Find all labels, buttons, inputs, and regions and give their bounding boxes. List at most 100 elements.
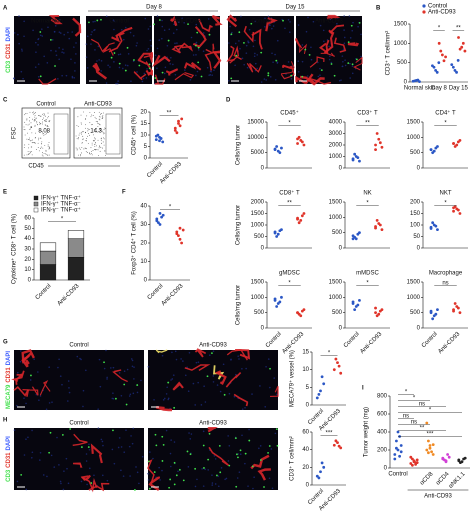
- nucleus: [73, 76, 75, 79]
- legend-swatch: [33, 201, 39, 207]
- nucleus: [219, 390, 222, 393]
- vessel: [207, 426, 218, 433]
- nucleus: [156, 67, 158, 70]
- cell: [239, 449, 242, 452]
- nucleus: [125, 429, 127, 431]
- stain-name: CD31: [6, 452, 12, 468]
- x-tick-label: Control: [147, 283, 165, 301]
- data-point: [273, 297, 277, 301]
- event: [25, 113, 26, 115]
- chart-title: mMDSC: [356, 271, 379, 277]
- nucleus: [55, 54, 58, 57]
- event: [77, 154, 79, 156]
- vessel: [211, 14, 223, 26]
- nucleus: [289, 21, 291, 23]
- event: [46, 125, 48, 127]
- stain-label: MECA79CD31DAPI: [6, 351, 12, 409]
- cell: [147, 460, 150, 463]
- data-point: [393, 457, 397, 461]
- cell: [90, 482, 93, 484]
- micrograph-background: [86, 16, 152, 84]
- nucleus: [67, 31, 69, 34]
- data-point: [395, 439, 398, 443]
- nucleus: [29, 379, 32, 381]
- event: [99, 150, 101, 152]
- nucleus: [161, 37, 163, 40]
- cell: [110, 56, 113, 59]
- event: [99, 119, 101, 121]
- data-point: [398, 454, 401, 458]
- vessel: [333, 37, 347, 53]
- event: [98, 129, 100, 131]
- data-point: [431, 443, 435, 446]
- nucleus: [13, 429, 16, 432]
- nucleus: [86, 483, 88, 486]
- y-tick-label: 1000: [407, 135, 421, 141]
- x-tick-label: Control: [146, 161, 164, 179]
- event: [78, 137, 79, 139]
- event: [31, 151, 33, 153]
- nucleus: [55, 50, 57, 52]
- nucleus: [92, 20, 94, 23]
- data-point: [319, 470, 322, 474]
- event: [38, 137, 40, 139]
- nucleus: [124, 64, 127, 67]
- data-point: [425, 421, 429, 425]
- event: [89, 153, 90, 155]
- event: [42, 118, 44, 120]
- nucleus: [173, 441, 176, 443]
- chart-title: NKT: [440, 191, 452, 197]
- cell: [304, 48, 307, 51]
- data-point: [431, 151, 435, 155]
- nucleus: [30, 457, 33, 459]
- nucleus: [195, 23, 198, 26]
- axis-label: FSC: [12, 126, 18, 139]
- nucleus: [31, 429, 33, 432]
- y-tick-label: 0: [144, 156, 148, 162]
- nucleus: [158, 39, 161, 41]
- nucleus: [360, 33, 362, 36]
- nucleus: [241, 368, 243, 370]
- nucleus: [238, 471, 241, 473]
- event: [48, 142, 50, 143]
- data-point: [296, 217, 299, 221]
- nucleus: [147, 47, 150, 50]
- nucleus: [159, 479, 161, 481]
- y-tick-label: 3000: [329, 131, 343, 137]
- nucleus: [188, 432, 190, 434]
- significance: *: [288, 281, 291, 287]
- legend-swatch: [33, 195, 39, 201]
- data-point: [158, 223, 162, 226]
- nucleus: [190, 433, 193, 435]
- event: [96, 149, 98, 151]
- vessel: [194, 347, 207, 358]
- micrograph: [11, 349, 144, 411]
- data-point: [351, 237, 355, 241]
- nucleus: [117, 80, 119, 82]
- vessel: [73, 462, 83, 468]
- nucleus: [143, 72, 146, 75]
- data-point: [374, 148, 377, 152]
- nucleus: [13, 77, 15, 79]
- data-point: [302, 143, 306, 147]
- event: [90, 147, 92, 149]
- event: [35, 149, 37, 150]
- nucleus: [71, 76, 74, 79]
- nucleus: [211, 474, 213, 476]
- nucleus: [61, 51, 63, 54]
- event: [103, 137, 104, 139]
- cell: [182, 479, 185, 482]
- nucleus: [177, 470, 179, 473]
- stain-name: CD3: [6, 469, 12, 482]
- nucleus: [141, 80, 144, 83]
- panel-letter: F: [122, 190, 126, 196]
- y-tick-label: 15: [302, 350, 309, 356]
- data-point: [451, 65, 455, 69]
- event: [47, 126, 49, 127]
- significance: ns: [411, 420, 417, 426]
- nucleus: [66, 467, 68, 470]
- nucleus: [131, 365, 134, 368]
- y-tick-label: 4000: [329, 120, 343, 126]
- nucleus: [152, 457, 154, 460]
- nucleus: [194, 485, 197, 488]
